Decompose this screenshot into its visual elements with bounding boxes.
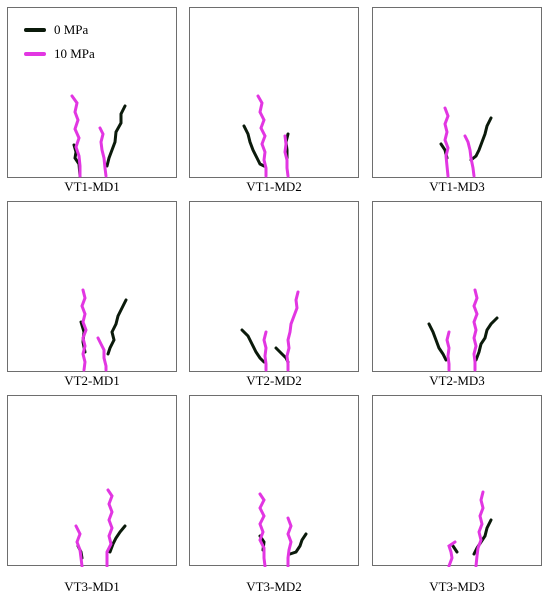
panel-caption: VT3-MD3 (429, 579, 485, 594)
panel-vt1-md2 (189, 7, 359, 178)
panel-caption: VT2-MD3 (429, 373, 485, 388)
crack-10mpa-left (262, 330, 268, 372)
crack-0mpa-right (474, 316, 499, 362)
crack-10mpa-left (258, 492, 267, 567)
panel-caption: VT1-MD2 (246, 179, 302, 194)
panel-vt3-md3 (372, 395, 542, 567)
crack-10mpa-right (105, 488, 114, 567)
panel-vt1-md1: 0 MPa 10 MPa (7, 7, 177, 178)
legend-label-10mpa: 10 MPa (54, 46, 95, 61)
crack-0mpa-right (288, 532, 308, 556)
legend-label-0mpa: 0 MPa (54, 22, 89, 37)
crack-10mpa-right (286, 516, 293, 567)
crack-plot-vt1-md2 (242, 94, 290, 178)
crack-10mpa-left (70, 94, 82, 178)
legend-swatch-10mpa (24, 52, 46, 56)
crack-10mpa-right (96, 336, 108, 372)
panel-vt2-md2 (189, 201, 359, 372)
panel-vt1-md3 (372, 7, 542, 178)
crack-10mpa-left (80, 288, 88, 372)
crack-0mpa-right (469, 116, 493, 162)
panel-caption: VT1-MD1 (64, 179, 120, 194)
crack-0mpa-left (242, 124, 266, 168)
crack-10mpa-right (285, 290, 300, 372)
crack-plot-vt3-md1 (74, 488, 127, 567)
legend-swatch-0mpa (24, 28, 46, 32)
crack-10mpa-left (445, 330, 451, 372)
crack-0mpa-left (427, 322, 448, 362)
crack-plot-vt3-md3 (447, 490, 493, 567)
crack-10mpa-left (256, 94, 268, 178)
crack-10mpa-right (283, 134, 290, 178)
panel-caption: VT2-MD1 (64, 373, 120, 388)
crack-10mpa-right (98, 126, 108, 178)
crack-plot-vt2-md2 (240, 290, 300, 372)
crack-0mpa-right (105, 104, 127, 168)
crack-plot-vt2-md1 (79, 288, 128, 372)
crack-10mpa-left (74, 524, 84, 567)
panel-vt2-md3 (372, 201, 542, 372)
crack-10mpa-left (443, 106, 450, 178)
crack-10mpa-left (447, 540, 457, 567)
crack-plot-vt3-md2 (258, 492, 308, 567)
panel-caption: VT1-MD3 (429, 179, 485, 194)
crack-plot-vt1-md3 (439, 106, 493, 178)
crack-0mpa-left (240, 328, 266, 364)
crack-0mpa-right (106, 298, 128, 356)
panel-caption: VT3-MD1 (64, 579, 120, 594)
panel-caption: VT2-MD2 (246, 373, 302, 388)
crack-10mpa-right (472, 288, 479, 372)
panel-vt2-md1 (7, 201, 177, 372)
crack-10mpa-right (474, 490, 485, 567)
panel-vt3-md2 (189, 395, 359, 567)
crack-0mpa-right (108, 524, 127, 554)
crack-plot-vt2-md3 (427, 288, 499, 372)
crack-0mpa-left (451, 544, 459, 554)
panel-vt3-md1 (7, 395, 177, 567)
panel-caption: VT3-MD2 (246, 579, 302, 594)
crack-10mpa-right (463, 134, 476, 178)
crack-plot-vt1-md1 (70, 94, 127, 178)
